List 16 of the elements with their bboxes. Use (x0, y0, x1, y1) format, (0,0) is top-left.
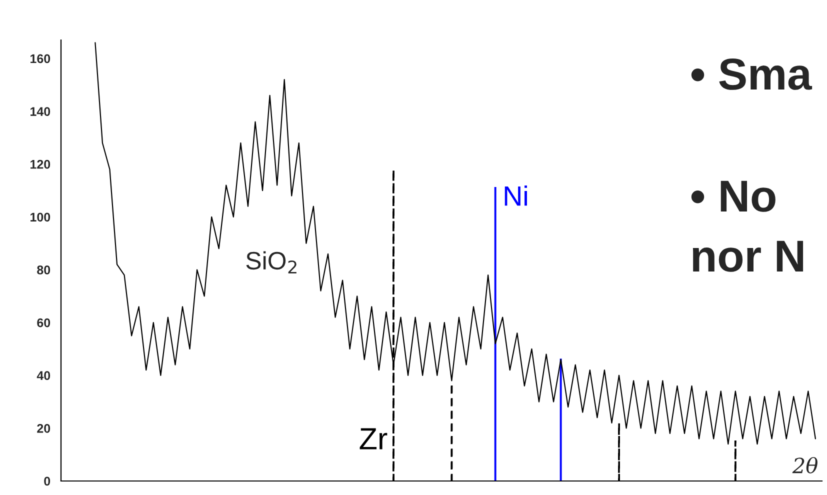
annotation: • Sma (691, 58, 812, 90)
annotation: SiO$_{2}$ (246, 251, 296, 274)
x-axis-title: 2θ (792, 457, 818, 474)
y-tick-label: 40 (36, 371, 50, 380)
y-tick-label: 100 (30, 212, 50, 222)
y-tick-label: 120 (30, 160, 50, 169)
annotation: • No (691, 180, 776, 212)
series-label: Zr (360, 428, 388, 450)
y-tick-label: 80 (37, 266, 50, 274)
y-tick-label: 160 (30, 54, 50, 64)
y-tick-label: 0 (44, 476, 50, 486)
y-tick-label: 60 (37, 318, 50, 328)
y-tick-label: 20 (37, 424, 50, 433)
y-tick-label: 140 (30, 107, 50, 116)
annotation: nor N (692, 240, 804, 272)
series-label: Ni (504, 185, 527, 206)
